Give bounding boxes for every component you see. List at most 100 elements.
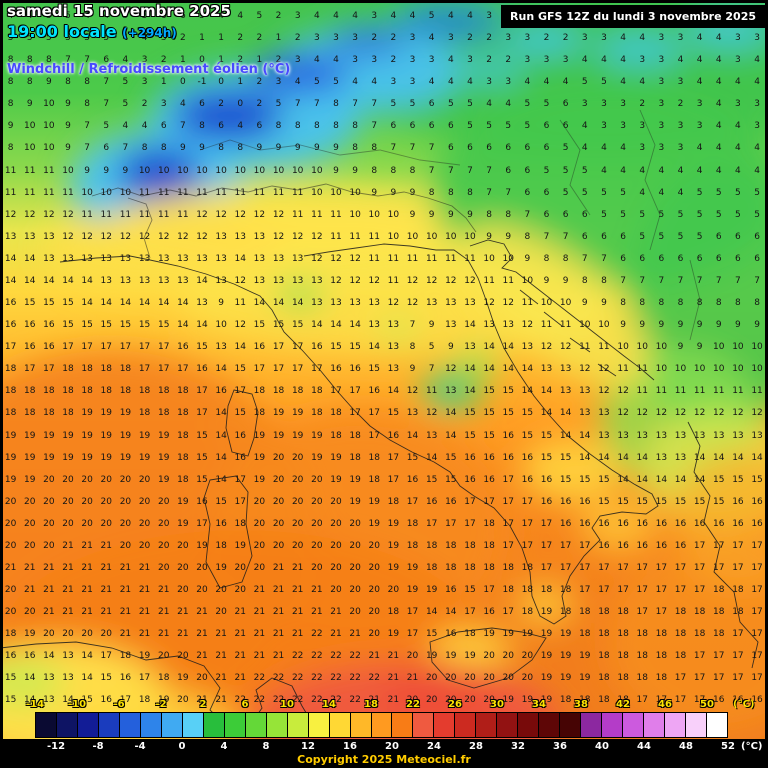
scale-label-bottom: 16: [343, 741, 357, 752]
temp-value: 6: [524, 165, 531, 176]
temp-value: 8: [294, 121, 301, 132]
temp-value: 16: [215, 518, 227, 529]
temp-value: 21: [43, 585, 55, 596]
temp-value: 20: [330, 563, 342, 573]
temp-value: 20: [100, 496, 112, 507]
temp-value: 13: [196, 253, 208, 264]
temp-value: 21: [138, 607, 151, 618]
temp-value: 19: [311, 452, 323, 463]
temp-value: 11: [62, 187, 74, 198]
temp-value: 17: [751, 673, 763, 684]
temp-value: 3: [658, 33, 665, 44]
temp-value: 18: [559, 585, 572, 596]
temp-value: 17: [196, 386, 208, 397]
temp-value: 22: [368, 673, 380, 684]
temp-value: 12: [119, 231, 132, 242]
temp-value: 21: [368, 695, 380, 706]
temp-value: 5: [103, 121, 110, 132]
temp-value: 11: [464, 253, 476, 264]
temp-value: 20: [138, 540, 151, 551]
temp-value: 7: [601, 253, 607, 264]
temp-value: 18: [23, 386, 36, 397]
temp-value: 18: [23, 408, 36, 419]
temp-value: 20: [157, 518, 170, 529]
temp-value: 15: [521, 430, 534, 441]
temp-value: 17: [483, 585, 495, 596]
temp-value: 16: [521, 474, 534, 485]
temp-row: 16 16 14 13 14 17 18 19 20 20 21 21 21 21 21 22 22 22 22 21…: [1, 645, 767, 667]
temp-value: 7: [754, 275, 760, 286]
temp-value: 21: [387, 673, 400, 684]
scale-cell: [77, 713, 99, 737]
temp-row: 8 8 8 7 7 6 4 3 2 1 0 1 2 1 2 3 4 4 3 3 2 3 3 4 3 2 2 3 3 3 4 4 4 3 3 4 4 4 3 4: [1, 49, 767, 71]
temp-value: 7: [103, 99, 110, 110]
temp-value: 6: [505, 143, 512, 154]
temp-value: 6: [543, 121, 550, 132]
temp-value: 2: [179, 33, 186, 44]
temp-value: 20: [464, 673, 476, 684]
temp-value: 17: [559, 540, 572, 551]
temp-value: 16: [311, 342, 323, 353]
temp-value: 21: [81, 607, 93, 618]
temp-value: 14: [177, 320, 189, 331]
temp-value: 7: [562, 231, 569, 242]
temp-value: 7: [524, 209, 531, 220]
temp-value: 7: [658, 275, 665, 286]
temp-value: 18: [4, 386, 17, 397]
temp-value: 13: [349, 298, 361, 309]
temp-value: 1: [179, 55, 186, 66]
temp-value: 11: [617, 364, 629, 375]
temp-value: 20: [4, 540, 17, 551]
temp-value: 20: [311, 518, 323, 529]
temp-value: 21: [138, 585, 151, 596]
temp-value: 4: [715, 121, 722, 132]
temp-value: 8: [524, 231, 531, 242]
temp-value: 20: [445, 695, 457, 706]
temp-value: 18: [598, 629, 610, 640]
temp-value: 20: [521, 673, 534, 684]
temp-value: 11: [674, 386, 687, 397]
temp-value: 5: [601, 209, 607, 220]
temp-value: 5: [754, 187, 760, 198]
forecast-time: 19:00 locale (+294h): [7, 22, 177, 41]
temp-value: 7: [428, 364, 435, 375]
temp-value: 5: [735, 209, 741, 220]
temp-value: 16: [119, 673, 132, 684]
temp-value: 7: [467, 165, 473, 176]
temp-value: 18: [445, 563, 457, 573]
temp-value: 21: [119, 629, 132, 640]
temp-value: 20: [100, 518, 112, 529]
temp-value: 7: [696, 275, 703, 286]
temp-value: 21: [81, 540, 93, 551]
temp-value: 6: [715, 253, 722, 264]
temp-value: 8: [26, 55, 33, 66]
temp-value: 17: [598, 585, 610, 596]
temp-value: 3: [390, 77, 397, 88]
temp-value: 18: [464, 629, 476, 640]
temp-value: 20: [483, 651, 495, 662]
temp-value: 20: [291, 452, 304, 463]
temp-value: 18: [713, 607, 725, 618]
temp-value: 10: [234, 165, 246, 176]
temp-row: 14 14 14 14 14 13 13 13 13 13 14 13 12 13 13 13 13 12 12 12…: [1, 270, 767, 292]
scale-label-bottom: -12: [46, 741, 66, 752]
temp-value: 11: [291, 187, 304, 198]
temp-value: -1: [197, 77, 207, 88]
temp-value: 17: [693, 673, 706, 684]
temp-value: 14: [387, 386, 400, 397]
temp-value: 17: [349, 386, 361, 397]
temp-value: 3: [352, 55, 358, 66]
temp-value: 13: [445, 320, 457, 331]
temp-value: 10: [655, 364, 668, 375]
temp-value: 5: [447, 99, 454, 110]
temp-value: 13: [636, 430, 648, 441]
temp-value: 12: [330, 253, 342, 264]
temp-value: 17: [177, 364, 189, 375]
temp-value: 12: [425, 275, 438, 286]
scale-label-bottom: 24: [427, 741, 441, 752]
temp-value: 11: [425, 386, 438, 397]
temp-value: 7: [677, 275, 684, 286]
temp-value: 9: [199, 143, 205, 154]
scale-cell: [350, 713, 372, 737]
scale-label-top: 22: [406, 699, 420, 710]
